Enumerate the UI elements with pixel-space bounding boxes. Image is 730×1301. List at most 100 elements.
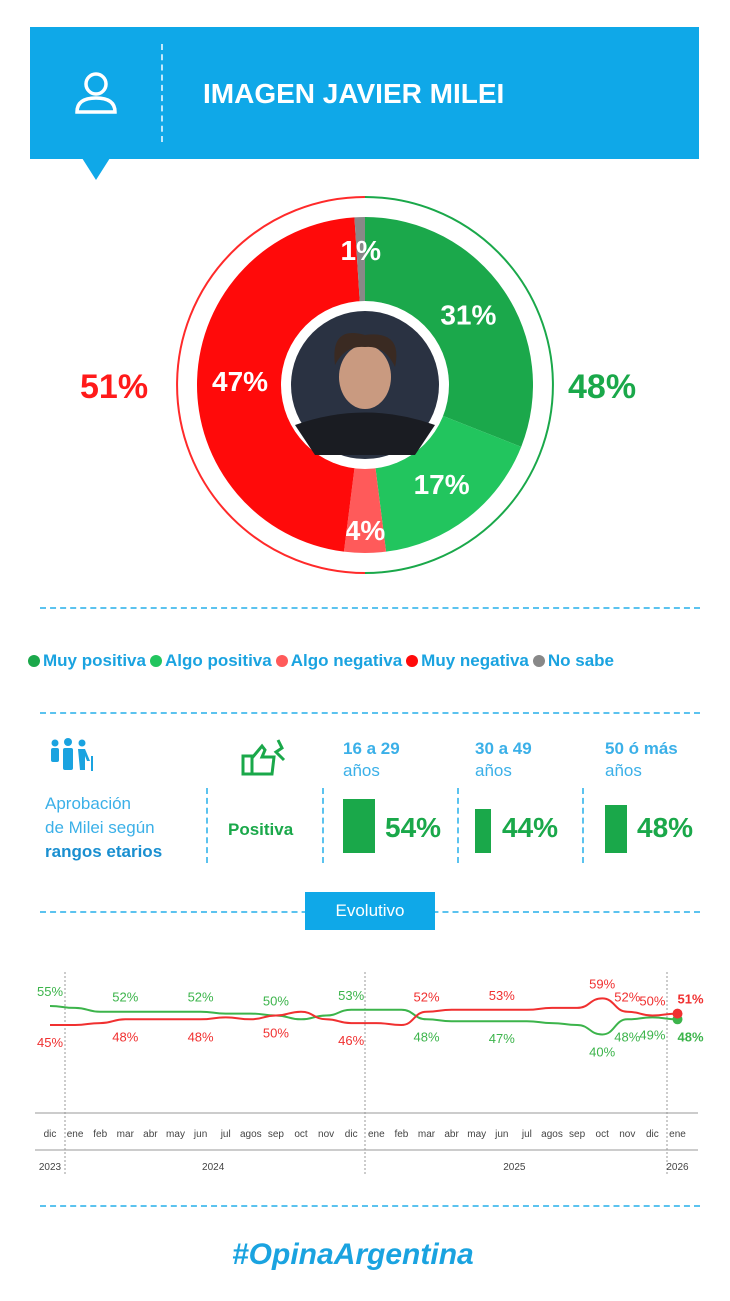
positive-total: 48% bbox=[568, 368, 637, 406]
donut-slice bbox=[365, 217, 533, 447]
legend-dot bbox=[406, 655, 419, 667]
user-icon bbox=[75, 72, 117, 114]
age-group-title: 16 a 29 bbox=[343, 739, 400, 758]
data-label: 52% bbox=[614, 990, 640, 1005]
data-label: 40% bbox=[589, 1045, 615, 1060]
divider bbox=[40, 1205, 700, 1207]
series-line-positiva bbox=[49, 1005, 678, 1036]
data-label: 46% bbox=[338, 1033, 364, 1048]
x-tick-label: agos bbox=[541, 1129, 563, 1140]
outer-ring-negative bbox=[176, 196, 366, 574]
age-desc-line: Aprobación bbox=[45, 794, 132, 813]
x-tick-label: jun bbox=[494, 1129, 508, 1140]
thumbs-up-icon bbox=[241, 739, 286, 776]
legend: Muy positiva Algo positiva Algo negativa Mu… bbox=[28, 651, 614, 671]
slice-label: 47% bbox=[212, 366, 268, 397]
age-desc-line: de Milei según bbox=[45, 818, 155, 837]
x-tick-label: dic bbox=[44, 1129, 57, 1140]
data-label: 50% bbox=[263, 1026, 289, 1041]
x-tick-label: ene bbox=[669, 1129, 686, 1140]
age-desc-line: rangos etarios bbox=[45, 842, 163, 861]
data-label: 48% bbox=[678, 1029, 704, 1044]
age-value: 48% bbox=[637, 812, 694, 843]
header-pointer bbox=[82, 158, 110, 180]
x-tick-label: sep bbox=[569, 1129, 586, 1140]
data-label: 59% bbox=[589, 976, 615, 991]
series-line-negativa bbox=[50, 997, 678, 1027]
legend-dot bbox=[275, 655, 288, 667]
legend-label: Muy negativa bbox=[421, 651, 529, 670]
x-tick-label: dic bbox=[646, 1129, 659, 1140]
legend-label: Muy positiva bbox=[43, 651, 146, 670]
x-tick-label: ene bbox=[67, 1129, 84, 1140]
legend-item: No sabe bbox=[532, 651, 615, 671]
header-divider bbox=[161, 44, 163, 142]
portrait-face bbox=[339, 345, 391, 409]
age-group-subtitle: años bbox=[475, 761, 512, 780]
data-label: 51% bbox=[678, 992, 704, 1007]
slice-label: 17% bbox=[414, 469, 470, 500]
age-value: 54% bbox=[385, 812, 442, 843]
line-chart: dic ene feb mar abr may jun jul agos sep oct nov dic… bbox=[35, 972, 704, 1175]
data-label: 45% bbox=[37, 1035, 63, 1050]
x-tick-label: jul bbox=[220, 1129, 231, 1140]
slice-label: 31% bbox=[440, 300, 496, 331]
year-label: 2025 bbox=[503, 1162, 526, 1173]
data-label: 49% bbox=[639, 1027, 665, 1042]
x-tick-label: nov bbox=[619, 1129, 635, 1140]
row-label: Positiva bbox=[228, 820, 294, 839]
age-bar bbox=[475, 809, 491, 853]
legend-item: Algo positiva bbox=[149, 651, 272, 671]
x-tick-label: dic bbox=[345, 1129, 358, 1140]
data-point bbox=[672, 1008, 683, 1019]
negative-total: 51% bbox=[80, 368, 149, 406]
age-description: Aprobación de Milei según rangos etarios bbox=[45, 792, 162, 864]
age-value: 44% bbox=[502, 812, 559, 843]
x-tick-label: agos bbox=[240, 1129, 262, 1140]
slice-label: 4% bbox=[345, 515, 386, 546]
legend-label: Algo positiva bbox=[164, 651, 272, 670]
legend-dot bbox=[532, 655, 545, 667]
data-label: 52% bbox=[188, 990, 214, 1005]
data-label: 48% bbox=[413, 1029, 439, 1044]
x-tick-label: may bbox=[467, 1129, 486, 1140]
data-label: 52% bbox=[413, 990, 439, 1005]
data-label: 53% bbox=[338, 988, 364, 1003]
data-label: 52% bbox=[112, 990, 138, 1005]
x-tick-label: abr bbox=[143, 1129, 158, 1140]
evolutivo-label: Evolutivo bbox=[305, 892, 435, 930]
data-label: 48% bbox=[112, 1029, 138, 1044]
x-tick-label: jul bbox=[521, 1129, 532, 1140]
legend-label: No sabe bbox=[547, 651, 615, 670]
divider bbox=[322, 788, 324, 863]
age-bar bbox=[605, 805, 627, 853]
divider bbox=[582, 788, 584, 863]
x-tick-label: may bbox=[166, 1129, 185, 1140]
divider bbox=[40, 607, 700, 609]
portrait-hair bbox=[334, 333, 397, 367]
logo: #OpinaArgentina bbox=[232, 1238, 474, 1271]
age-group-subtitle: años bbox=[605, 761, 642, 780]
year-label: 2024 bbox=[202, 1162, 225, 1173]
outer-ring-positive bbox=[364, 196, 554, 574]
data-label: 48% bbox=[614, 1029, 640, 1044]
slice-label: 1% bbox=[341, 235, 382, 266]
legend-dot bbox=[28, 655, 40, 667]
data-label: 53% bbox=[489, 988, 515, 1003]
legend-dot bbox=[149, 655, 162, 667]
page-title: IMAGEN JAVIER MILEI bbox=[203, 78, 505, 109]
divider bbox=[206, 788, 208, 863]
portrait-suit bbox=[295, 412, 435, 455]
data-label: 55% bbox=[37, 984, 63, 999]
header-banner bbox=[30, 27, 699, 159]
age-bar bbox=[343, 799, 375, 853]
x-tick-label: feb bbox=[394, 1129, 408, 1140]
divider bbox=[40, 712, 700, 714]
age-group-title: 30 a 49 bbox=[475, 739, 532, 758]
donut-slice bbox=[343, 464, 387, 553]
legend-item: Algo negativa bbox=[275, 651, 402, 671]
age-group-title: 50 ó más bbox=[605, 739, 678, 758]
data-label: 47% bbox=[489, 1031, 515, 1046]
legend-item: Muy positiva bbox=[28, 651, 146, 671]
